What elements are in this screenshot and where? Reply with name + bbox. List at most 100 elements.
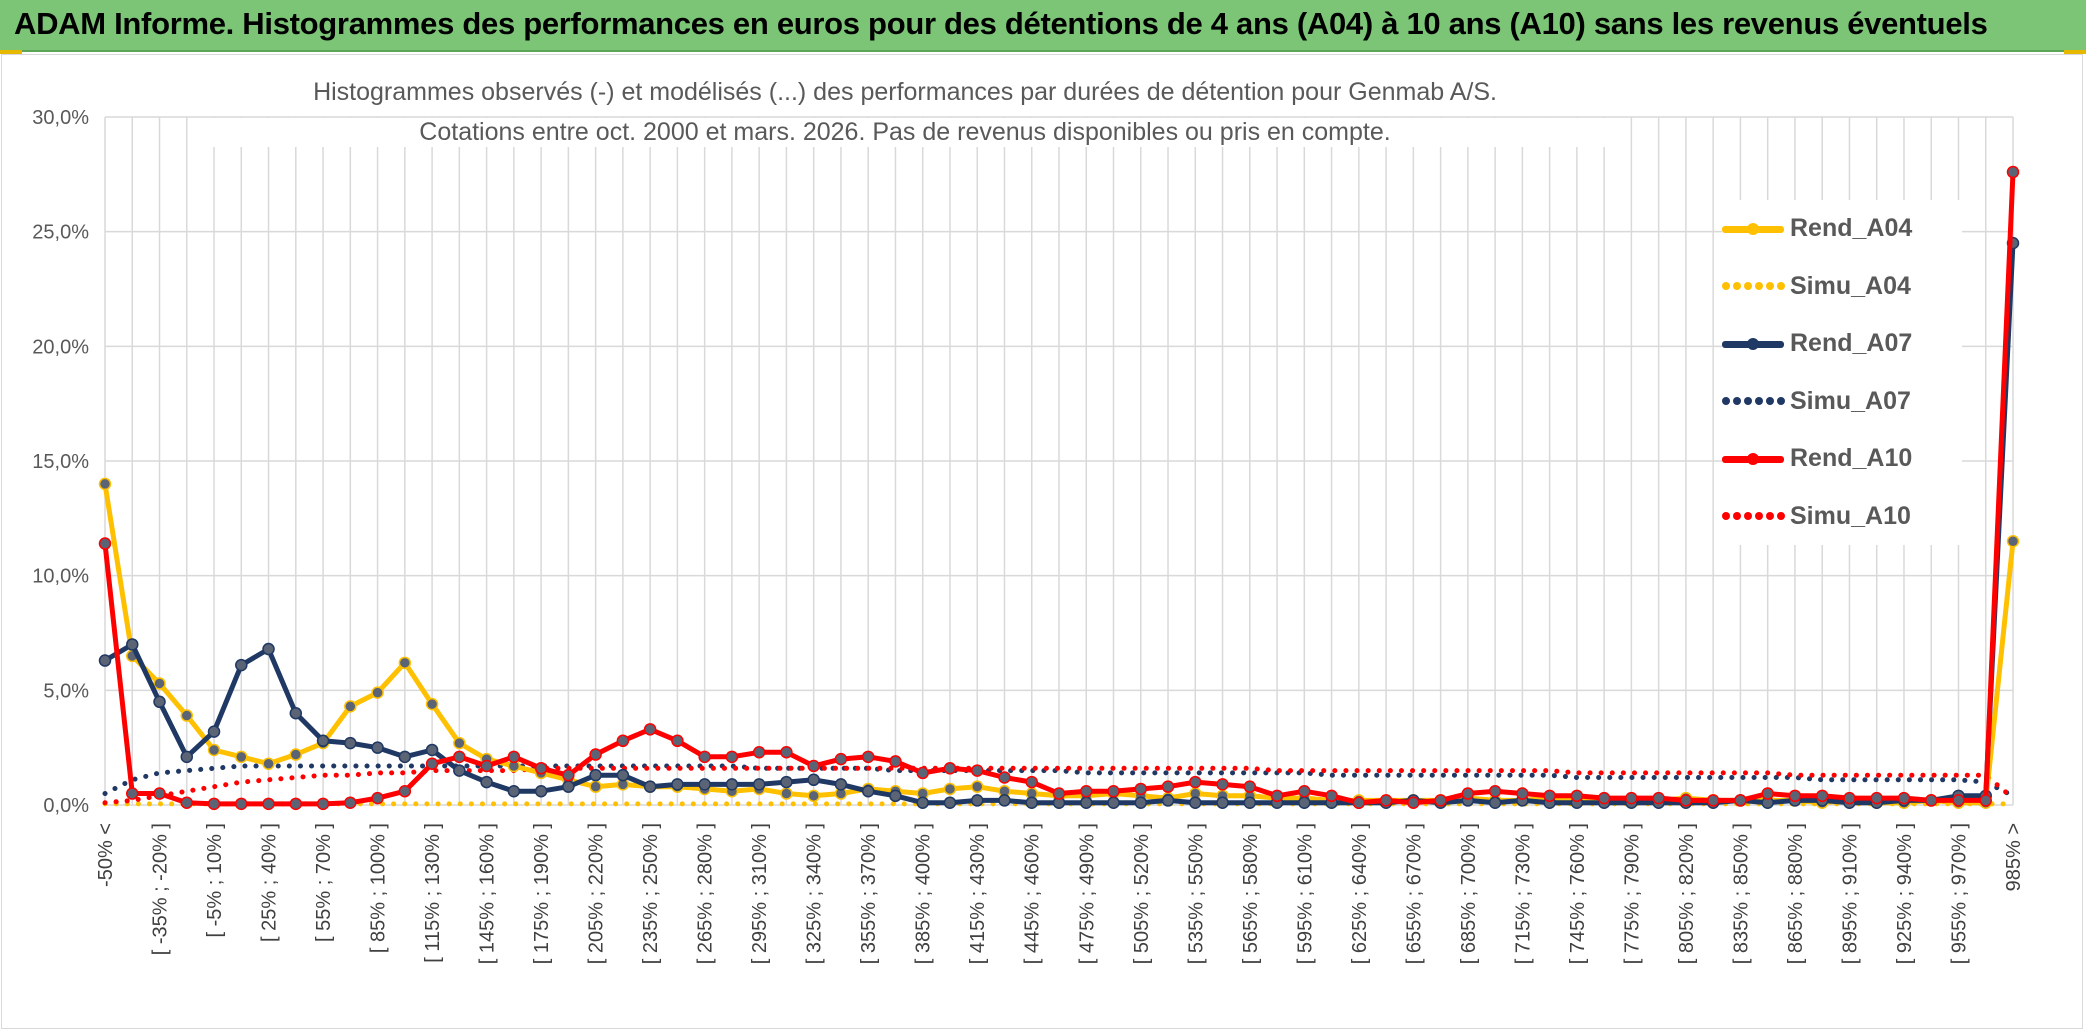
data-point xyxy=(889,789,902,803)
x-axis-labels: -50% < [ -35% ; -20% ] [ -5% ; 10% ] [ 25% … xyxy=(95,823,2025,964)
data-point xyxy=(180,709,194,722)
x-tick-label: [ 805% ; 820% ] xyxy=(1676,823,1698,964)
data-point xyxy=(616,734,630,748)
data-point xyxy=(562,768,575,782)
legend-label: Simu_A10 xyxy=(1790,501,1911,530)
data-point xyxy=(698,778,711,791)
x-tick-label: [ -35% ; -20% ] xyxy=(150,823,172,955)
data-point xyxy=(344,796,357,809)
x-tick-label: [ 865% ; 880% ] xyxy=(1785,823,1807,964)
legend-item: Rend_A10 xyxy=(1722,430,1962,488)
data-point xyxy=(425,697,439,711)
x-tick-label: [ 355% ; 370% ] xyxy=(858,823,880,964)
data-point xyxy=(207,797,221,811)
data-point xyxy=(1761,787,1774,800)
legend-item: Simu_A04 xyxy=(1722,258,1962,316)
series-rend-a10 xyxy=(98,165,2020,811)
x-tick-label: [ 835% ; 850% ] xyxy=(1730,823,1752,964)
data-point xyxy=(1625,791,1638,805)
data-point xyxy=(752,746,766,759)
data-point xyxy=(398,656,412,670)
data-point xyxy=(1706,794,1720,807)
legend-item: Simu_A07 xyxy=(1722,373,1962,431)
data-point xyxy=(643,780,657,793)
x-tick-label: 985% > xyxy=(2003,823,2025,891)
data-point xyxy=(1161,780,1175,793)
x-tick-label: [ 325% ; 340% ] xyxy=(804,823,826,964)
x-tick-label: [ 895% ; 910% ] xyxy=(1839,823,1861,964)
data-point xyxy=(235,658,248,672)
x-tick-label: [ 925% ; 940% ] xyxy=(1894,823,1916,964)
report-title: ADAM Informe. Histogrammes des performan… xyxy=(14,6,1988,41)
y-tick-label: 5,0% xyxy=(43,680,89,702)
data-point xyxy=(970,794,984,807)
data-point xyxy=(398,750,412,764)
data-point xyxy=(262,642,275,656)
data-point xyxy=(671,734,684,748)
y-tick-label: 20,0% xyxy=(32,336,89,358)
data-point xyxy=(1870,791,1883,805)
data-point xyxy=(1815,789,1829,803)
data-point xyxy=(153,787,166,800)
data-point xyxy=(1843,791,1856,805)
data-point xyxy=(98,654,112,667)
data-point xyxy=(807,759,820,773)
data-point xyxy=(916,796,929,809)
data-point xyxy=(1788,789,1802,803)
data-point xyxy=(425,757,439,770)
y-tick-label: 25,0% xyxy=(32,222,89,244)
x-tick-label: [ 715% ; 730% ] xyxy=(1512,823,1534,964)
data-point xyxy=(1134,782,1148,796)
x-tick-label: [ 625% ; 640% ] xyxy=(1349,823,1371,964)
y-tick-label: 0,0% xyxy=(43,795,89,817)
data-point xyxy=(1434,794,1447,807)
y-tick-label: 15,0% xyxy=(32,451,89,473)
data-point xyxy=(1243,796,1257,809)
x-tick-label: [ 265% ; 280% ] xyxy=(695,823,717,964)
data-point xyxy=(616,768,630,782)
data-point xyxy=(589,748,602,761)
x-tick-label: [ 145% ; 160% ] xyxy=(477,823,499,964)
data-point xyxy=(943,762,957,775)
data-point xyxy=(998,794,1011,807)
x-tick-label: -50% < xyxy=(95,823,117,887)
y-tick-label: 10,0% xyxy=(32,566,89,588)
x-tick-label: [ 745% ; 760% ] xyxy=(1567,823,1589,964)
data-point xyxy=(698,750,711,764)
chart-subtitle: Cotations entre oct. 2000 et mars. 2026.… xyxy=(200,118,1610,147)
data-point xyxy=(289,797,303,811)
legend-swatch xyxy=(1722,509,1785,523)
x-tick-label: [ 25% ; 40% ] xyxy=(259,823,281,942)
legend-label: Rend_A10 xyxy=(1790,444,1913,473)
x-tick-label: [ 775% ; 790% ] xyxy=(1621,823,1643,964)
data-point xyxy=(589,768,602,782)
banner-accent-left xyxy=(0,50,22,54)
data-point xyxy=(153,677,166,690)
data-point xyxy=(807,773,820,787)
legend-swatch xyxy=(1722,394,1785,408)
data-point xyxy=(1161,794,1175,807)
data-point xyxy=(1897,791,1911,805)
data-point xyxy=(998,771,1011,784)
data-point xyxy=(1189,796,1202,809)
data-point xyxy=(1189,775,1202,789)
data-point xyxy=(1379,794,1393,807)
data-point xyxy=(1516,787,1529,800)
data-point xyxy=(2006,535,2020,548)
data-point xyxy=(1216,796,1229,809)
legend-item: Rend_A07 xyxy=(1722,315,1962,373)
data-point xyxy=(371,741,384,754)
legend-swatch xyxy=(1722,279,1785,293)
data-point xyxy=(725,750,739,764)
x-tick-label: [ 295% ; 310% ] xyxy=(749,823,771,964)
data-point xyxy=(344,700,357,713)
x-tick-label: [ 175% ; 190% ] xyxy=(531,823,553,964)
data-point xyxy=(834,778,848,791)
legend-swatch xyxy=(1722,222,1784,236)
data-point xyxy=(1216,778,1229,791)
legend-swatch xyxy=(1722,337,1784,351)
x-tick-label: [ 475% ; 490% ] xyxy=(1076,823,1098,964)
x-tick-label: [ 655% ; 670% ] xyxy=(1403,823,1425,964)
data-point xyxy=(1270,789,1284,803)
